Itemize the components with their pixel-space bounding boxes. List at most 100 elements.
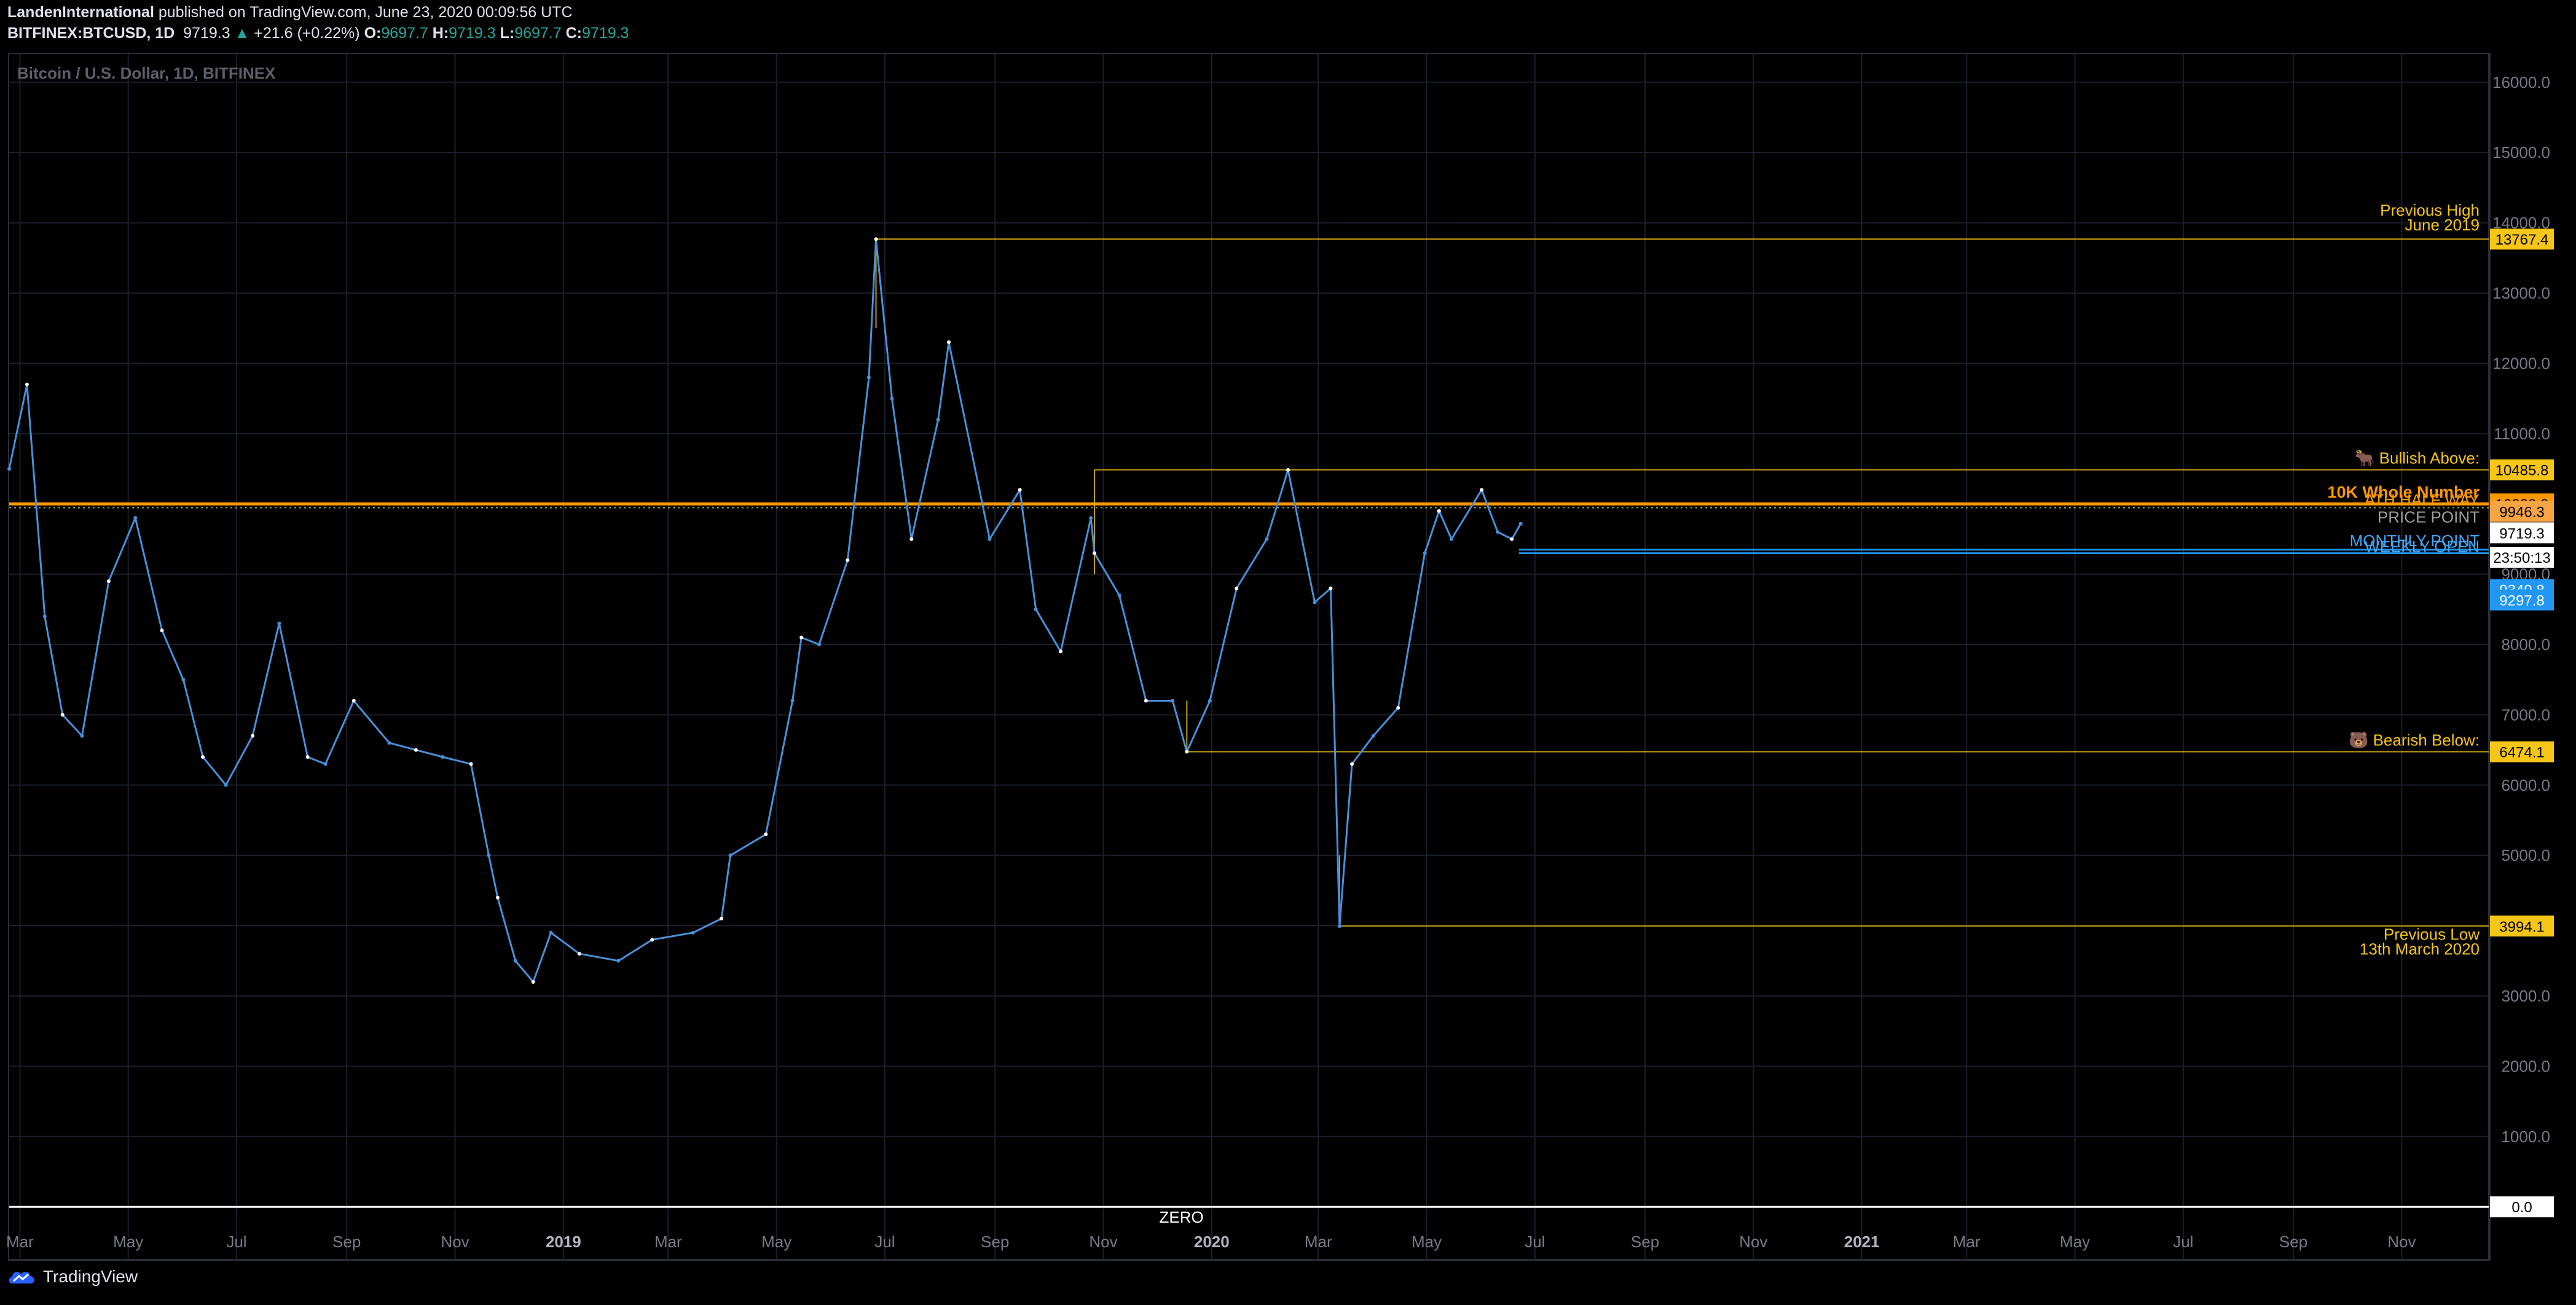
price-point bbox=[909, 537, 914, 541]
price-point bbox=[181, 678, 186, 682]
price-point bbox=[616, 958, 621, 963]
open-label: O: bbox=[364, 25, 382, 42]
low-value: 9697.7 bbox=[514, 25, 562, 42]
publish-info: LandenInternational published on Trading… bbox=[7, 4, 572, 22]
price-point bbox=[1337, 924, 1341, 928]
price-point bbox=[817, 642, 822, 646]
x-tick-label: Jul bbox=[874, 1232, 895, 1251]
price-point bbox=[936, 417, 940, 421]
last-price: 9719.3 bbox=[183, 25, 230, 42]
price-tag-label: 23:50:13 bbox=[2493, 550, 2550, 566]
level-label-2: June 2019 bbox=[2405, 216, 2480, 234]
price-point bbox=[1396, 705, 1400, 710]
x-tick-label: May bbox=[1412, 1232, 1442, 1251]
x-tick-label: Jul bbox=[2173, 1232, 2193, 1251]
y-tick-label: 15000.0 bbox=[2492, 143, 2550, 162]
x-tick-label: Nov bbox=[2387, 1232, 2416, 1251]
price-point bbox=[1450, 537, 1454, 541]
level-label: 🐻 Bearish Below: bbox=[2349, 731, 2480, 750]
price-point bbox=[1437, 509, 1441, 513]
y-tick-label: 12000.0 bbox=[2492, 354, 2550, 372]
x-tick-label: Mar bbox=[654, 1232, 682, 1251]
level-label: 10K Whole Number bbox=[2327, 483, 2480, 501]
price-point bbox=[7, 466, 11, 471]
price-point bbox=[106, 579, 111, 584]
x-tick-label: Sep bbox=[1631, 1232, 1659, 1251]
x-tick-label: Sep bbox=[981, 1232, 1009, 1251]
level-label: PRICE POINT bbox=[2378, 508, 2480, 526]
cloud-icon bbox=[9, 1272, 34, 1283]
price-series-line bbox=[8, 238, 1522, 983]
price-point bbox=[277, 621, 281, 625]
price-tag bbox=[2490, 522, 2554, 544]
price-tag-label: 3994.1 bbox=[2499, 919, 2544, 935]
price-point bbox=[201, 755, 205, 759]
price-point bbox=[947, 340, 951, 345]
price-point bbox=[487, 853, 491, 858]
price-tag bbox=[2490, 501, 2554, 522]
x-tick-label: Nov bbox=[1089, 1232, 1117, 1251]
chart-title: Bitcoin / U.S. Dollar, 1D, BITFINEX bbox=[17, 64, 276, 82]
price-point bbox=[799, 635, 804, 640]
y-tick-label: 2000.0 bbox=[2501, 1057, 2550, 1075]
price-point bbox=[224, 783, 228, 787]
x-tick-label: Mar bbox=[6, 1232, 34, 1251]
y-tick-label: 11000.0 bbox=[2494, 425, 2550, 443]
x-tick-label: 2021 bbox=[1844, 1232, 1880, 1251]
price-point bbox=[1144, 699, 1148, 703]
y-tick-label: 1000.0 bbox=[2501, 1127, 2550, 1146]
price-point bbox=[1208, 699, 1212, 703]
high-label: H: bbox=[432, 25, 449, 42]
y-tick-label: 13000.0 bbox=[2492, 284, 2550, 302]
published-text: published on TradingView.com, June 23, 2… bbox=[154, 4, 573, 21]
x-tick-label: May bbox=[113, 1232, 143, 1251]
price-point bbox=[1034, 607, 1038, 611]
brand-label: TradingView bbox=[43, 1267, 138, 1286]
price-tag-label: 13767.4 bbox=[2496, 232, 2549, 248]
close-value: 9719.3 bbox=[582, 25, 629, 42]
price-point bbox=[846, 558, 850, 562]
price-tag bbox=[2490, 547, 2554, 568]
price-point bbox=[1018, 488, 1022, 492]
price-point bbox=[1510, 537, 1514, 541]
price-point bbox=[728, 853, 732, 858]
price-tag bbox=[2490, 1196, 2554, 1218]
price-tag bbox=[2490, 589, 2554, 611]
y-tick-label: 7000.0 bbox=[2501, 705, 2550, 724]
price-point bbox=[650, 938, 654, 942]
price-tag-label: 9719.3 bbox=[2499, 525, 2544, 542]
price-tag bbox=[2490, 459, 2554, 480]
price-point bbox=[387, 741, 391, 745]
price-point bbox=[1265, 537, 1269, 541]
open-value: 9697.7 bbox=[381, 25, 428, 42]
price-point bbox=[890, 396, 894, 401]
price-point bbox=[1093, 551, 1097, 555]
y-tick-label: 5000.0 bbox=[2501, 846, 2550, 864]
symbol-label[interactable]: BITFINEX:BTCUSD, 1D bbox=[7, 25, 175, 42]
level-label: WEEKLY OPEN bbox=[2365, 538, 2480, 556]
level-label: Previous Low bbox=[2384, 925, 2480, 943]
x-tick-label: Mar bbox=[1953, 1232, 1981, 1251]
price-point bbox=[351, 699, 356, 703]
price-change: +21.6 (+0.22%) bbox=[254, 25, 360, 42]
price-tag-label: 9297.8 bbox=[2499, 593, 2544, 609]
x-tick-label: Sep bbox=[332, 1232, 361, 1251]
x-tick-label: May bbox=[761, 1232, 791, 1251]
price-point bbox=[1313, 600, 1317, 605]
price-tag bbox=[2490, 229, 2554, 250]
price-point bbox=[1059, 649, 1063, 654]
price-point bbox=[1518, 522, 1523, 526]
x-tick-label: Mar bbox=[1305, 1232, 1332, 1251]
price-tag-label: 10485.8 bbox=[2496, 463, 2549, 479]
price-tag-label: 0.0 bbox=[2511, 1199, 2532, 1216]
price-tag bbox=[2490, 915, 2554, 937]
publisher-name[interactable]: LandenInternational bbox=[7, 4, 154, 21]
price-point bbox=[720, 917, 724, 921]
x-tick-label: May bbox=[2060, 1232, 2090, 1251]
price-point bbox=[1496, 530, 1500, 534]
footer bbox=[0, 1261, 2576, 1305]
chart-header: LandenInternational published on Trading… bbox=[0, 0, 2576, 49]
price-point bbox=[691, 931, 695, 935]
tradingview-logo[interactable]: TradingView bbox=[7, 1267, 138, 1287]
